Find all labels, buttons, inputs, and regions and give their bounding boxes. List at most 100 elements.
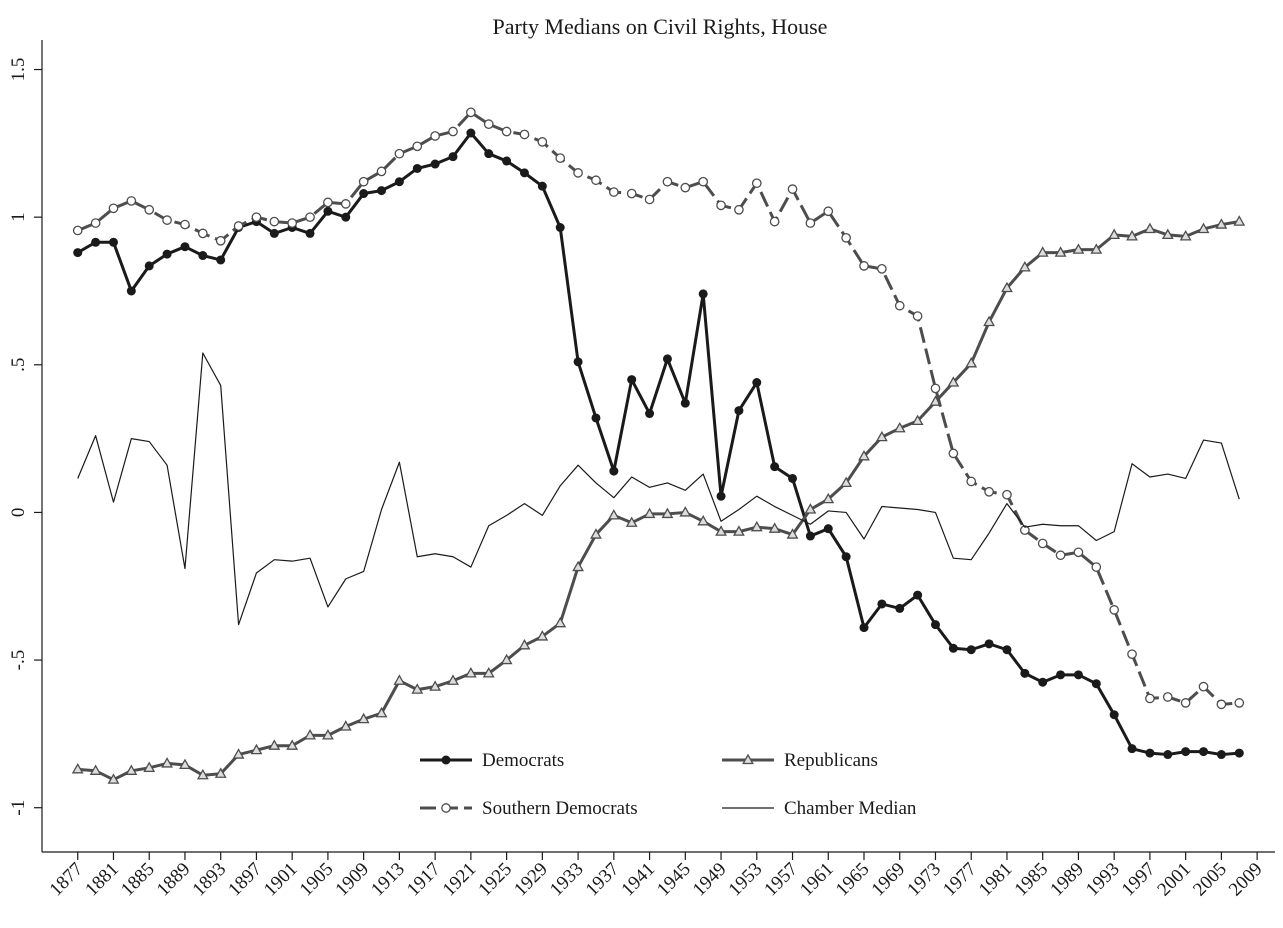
marker (500, 653, 513, 665)
marker (1181, 747, 1191, 757)
marker (769, 216, 780, 227)
marker (877, 599, 887, 609)
marker (359, 189, 369, 199)
marker (662, 176, 673, 187)
marker (286, 739, 299, 750)
marker (287, 218, 298, 228)
marker (841, 232, 851, 243)
legend-marker (742, 753, 754, 765)
marker (859, 623, 869, 633)
marker (573, 357, 583, 367)
x-tick-label: 1985 (1011, 859, 1053, 901)
marker (1234, 698, 1245, 708)
marker (787, 184, 798, 194)
x-tick-label: 1913 (367, 859, 409, 901)
marker (1002, 489, 1012, 500)
x-tick-label: 1925 (474, 859, 516, 901)
marker (1020, 668, 1030, 678)
marker (162, 249, 172, 259)
marker (607, 509, 620, 520)
marker (466, 128, 476, 138)
x-tick-label: 1889 (153, 859, 195, 901)
marker (358, 176, 369, 187)
marker (948, 448, 959, 459)
marker (877, 263, 887, 274)
marker (1055, 550, 1066, 561)
marker (1163, 750, 1173, 760)
marker (679, 506, 692, 517)
marker (716, 200, 726, 211)
marker (107, 773, 120, 784)
marker (895, 603, 905, 613)
marker (1145, 693, 1155, 704)
marker (591, 413, 601, 423)
marker (71, 763, 84, 774)
x-tick-label: 1877 (46, 859, 88, 901)
marker (823, 524, 833, 534)
marker (912, 311, 923, 321)
marker (1056, 670, 1066, 680)
marker (411, 683, 424, 694)
marker (805, 531, 815, 541)
marker (1198, 681, 1209, 692)
marker (394, 177, 404, 187)
marker (1180, 698, 1191, 708)
marker (572, 560, 585, 572)
x-tick-label: 1997 (1118, 859, 1160, 901)
series-line (77, 352, 1240, 626)
marker (752, 378, 762, 388)
x-tick-label: 1933 (546, 859, 588, 901)
x-tick-label: 1921 (439, 859, 481, 901)
marker (1162, 692, 1173, 702)
marker (393, 674, 406, 685)
marker (482, 667, 495, 678)
marker (1143, 222, 1156, 234)
marker (448, 152, 458, 162)
marker (609, 466, 619, 476)
marker (770, 462, 780, 472)
marker (751, 178, 762, 189)
marker (269, 216, 280, 227)
marker (805, 218, 816, 228)
x-tick-label: 1953 (725, 859, 767, 901)
x-tick-label: 1945 (653, 859, 695, 901)
x-tick-label: 1897 (224, 859, 266, 901)
marker (858, 450, 870, 461)
x-tick-label: 1965 (832, 859, 874, 901)
marker (875, 430, 888, 442)
x-tick-label: 1905 (296, 859, 338, 901)
marker (91, 237, 101, 247)
marker (1072, 243, 1085, 254)
marker (251, 212, 262, 223)
marker (643, 507, 656, 519)
marker (447, 674, 459, 685)
marker (608, 187, 619, 197)
marker (216, 255, 226, 265)
marker (518, 638, 531, 650)
marker (804, 503, 817, 514)
marker (1179, 230, 1192, 241)
marker (180, 219, 190, 230)
marker (215, 235, 226, 246)
marker (1233, 215, 1246, 226)
marker (537, 181, 547, 191)
marker (305, 212, 315, 223)
marker (573, 168, 583, 178)
marker (1036, 246, 1049, 257)
marker (1145, 748, 1155, 758)
marker (1234, 748, 1244, 758)
marker (984, 486, 994, 497)
marker (786, 528, 799, 539)
marker (269, 228, 279, 238)
legend-marker (441, 803, 451, 813)
marker (859, 261, 869, 271)
marker (162, 215, 172, 225)
x-tick-label: 1977 (939, 859, 981, 901)
x-tick-label: 1881 (81, 859, 123, 901)
marker (555, 222, 565, 232)
marker (555, 153, 566, 163)
marker (983, 315, 996, 327)
x-tick-label: 1989 (1046, 859, 1088, 901)
x-tick-label: 1973 (903, 859, 945, 901)
marker (179, 758, 191, 770)
